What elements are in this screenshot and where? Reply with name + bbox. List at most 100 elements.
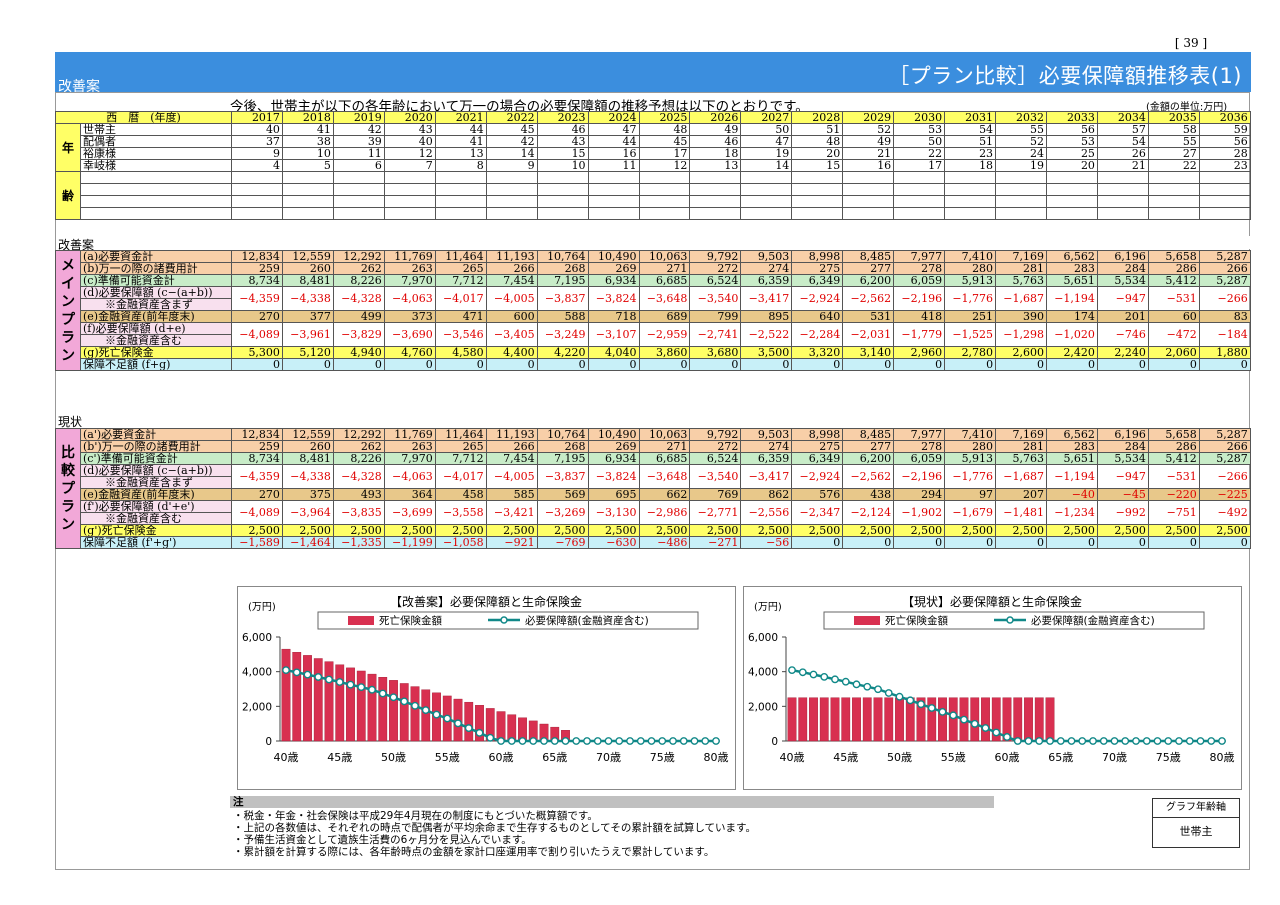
value-cell: 51 <box>791 123 844 136</box>
bar <box>1034 697 1044 742</box>
line-point <box>335 678 344 686</box>
chart-ylabel: (万円) <box>248 602 276 613</box>
value-cell: 50 <box>740 123 793 136</box>
row-label: 保障不足額 (f'+g') <box>80 536 232 549</box>
bar <box>292 652 302 742</box>
value-cell <box>536 171 589 184</box>
value-cell: 13 <box>689 159 742 172</box>
value-cell <box>332 183 385 196</box>
value-cell: 281 <box>995 440 1047 453</box>
age-row-label: 幸岐様 <box>80 159 232 172</box>
value-cell: 0 <box>944 536 997 549</box>
main-plan-section-label: 改善案 <box>58 238 95 252</box>
value-cell: −1,464 <box>281 536 334 549</box>
bar <box>410 686 420 742</box>
bar <box>464 701 474 742</box>
value-cell <box>944 171 997 184</box>
chart-ylabel: (万円) <box>754 602 782 613</box>
value-cell: −3,107 <box>587 322 640 347</box>
row-sublabel: ※金融資産含まず <box>80 476 232 489</box>
line-point <box>831 675 839 684</box>
value-cell <box>638 183 691 196</box>
legend-bar-label: 死亡保険金額 <box>379 614 442 627</box>
value-cell: −472 <box>1147 322 1200 347</box>
value-cell: −3,824 <box>587 286 640 311</box>
value-cell: 16 <box>842 159 895 172</box>
value-cell: 7,410 <box>944 428 997 441</box>
chart-improvement-svg: 【改善案】必要保障額と生命保険金 (万円) 死亡保険金額 必要保障額(金融資産含む) 6… <box>242 594 729 764</box>
value-cell: 39 <box>332 135 385 148</box>
value-cell: 10,063 <box>638 250 691 263</box>
value-cell: 5,913 <box>944 452 997 465</box>
value-cell: 268 <box>536 262 589 275</box>
value-cell: −2,986 <box>638 500 691 525</box>
value-cell: −3,417 <box>740 286 793 311</box>
value-cell: 286 <box>1147 262 1200 275</box>
value-cell: 6,685 <box>638 452 691 465</box>
line-point <box>1207 737 1216 745</box>
value-cell: 28 <box>1198 147 1251 160</box>
value-cell <box>383 171 436 184</box>
value-cell: 8,998 <box>791 250 844 263</box>
value-cell: −769 <box>536 536 589 549</box>
bar <box>399 683 409 742</box>
bar <box>346 667 355 742</box>
row-label: (a')必要資金計 <box>80 428 232 441</box>
legend-bar-swatch <box>854 616 880 625</box>
value-cell: 0 <box>231 358 283 371</box>
value-cell: 4,940 <box>332 346 385 359</box>
value-cell: 364 <box>383 488 436 501</box>
bar <box>421 689 431 742</box>
value-cell: 278 <box>893 440 946 453</box>
value-cell: 5,120 <box>281 346 334 359</box>
value-cell: 2,500 <box>1096 524 1149 537</box>
value-cell: −4,338 <box>281 286 334 311</box>
value-cell: 271 <box>638 262 691 275</box>
value-cell: 97 <box>944 488 997 501</box>
value-cell: −3,421 <box>485 500 538 525</box>
value-cell: −2,124 <box>842 500 895 525</box>
value-cell <box>536 195 589 208</box>
value-cell <box>281 171 334 184</box>
row-label: (f)必要保障額 (d+e) <box>80 322 232 335</box>
value-cell <box>1046 183 1098 196</box>
value-cell: −1,298 <box>995 322 1047 347</box>
line-point <box>788 666 796 675</box>
age-row-label <box>80 207 232 220</box>
value-cell: −4,089 <box>231 322 283 347</box>
value-cell <box>842 207 895 220</box>
line-point <box>1110 737 1119 745</box>
x-tick-label: 55歳 <box>435 751 460 764</box>
value-cell: 7,195 <box>536 452 589 465</box>
value-cell: 5,412 <box>1147 274 1200 287</box>
value-cell: 275 <box>791 440 844 453</box>
line-point <box>368 685 376 694</box>
y-tick-label: 2,000 <box>748 701 778 713</box>
value-cell <box>689 171 742 184</box>
value-cell: 5,300 <box>231 346 283 359</box>
value-cell: −1,199 <box>383 536 436 549</box>
line-point <box>1196 737 1205 745</box>
value-cell: 0 <box>893 536 946 549</box>
row-sublabel: ※金融資産含まず <box>80 298 232 311</box>
value-cell <box>587 183 640 196</box>
value-cell: 4,580 <box>434 346 487 359</box>
line-point <box>1056 737 1065 745</box>
value-cell: 438 <box>842 488 895 501</box>
value-cell: 2,500 <box>1147 524 1200 537</box>
value-cell: 18 <box>944 159 997 172</box>
bar <box>852 697 861 742</box>
value-cell: 0 <box>536 358 589 371</box>
value-cell: 2,500 <box>536 524 589 537</box>
value-cell: 11 <box>587 159 640 172</box>
value-cell: 12 <box>383 147 436 160</box>
value-cell: 20 <box>1046 159 1098 172</box>
value-cell <box>231 207 283 220</box>
value-cell <box>791 183 844 196</box>
year-cell: 2022 <box>485 111 538 124</box>
value-cell: −3,837 <box>536 464 589 489</box>
line-point <box>927 704 936 712</box>
value-cell <box>1198 183 1251 196</box>
value-cell: −3,540 <box>689 286 742 311</box>
value-cell: −1,776 <box>944 286 997 311</box>
